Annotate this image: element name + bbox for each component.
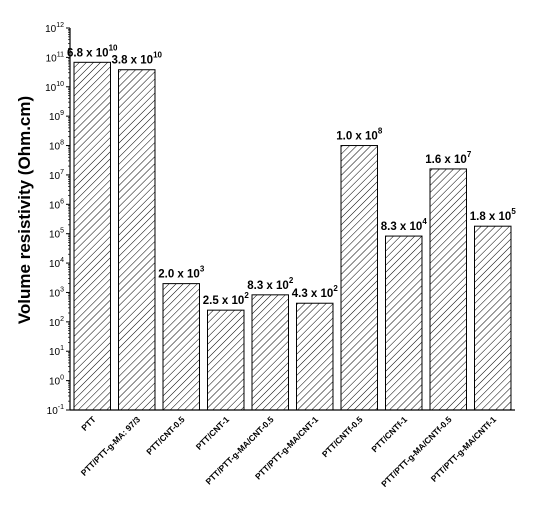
y-tick-label: 1011 <box>46 51 64 64</box>
bar-2 <box>162 283 200 411</box>
data-label: 1.8 x 105 <box>470 207 517 223</box>
data-label: 2.5 x 102 <box>203 291 250 307</box>
x-tick-label: PTT/CNT-0.5 <box>144 414 187 457</box>
bar-7 <box>385 235 423 411</box>
y-tick-label: 1010 <box>45 81 64 94</box>
data-label: 1.6 x 107 <box>425 150 472 166</box>
y-axis-label: Volume resistivity (Ohm.cm) <box>15 96 34 324</box>
y-tick-label: 109 <box>49 110 64 123</box>
y-tick-label: 107 <box>49 169 64 182</box>
y-tick-label: 102 <box>49 316 64 329</box>
data-label: 8.3 x 104 <box>381 217 428 233</box>
y-tick-label: 104 <box>49 257 64 270</box>
data-label: 4.3 x 102 <box>292 284 339 300</box>
bar-6 <box>340 145 378 411</box>
y-tick-label: 100 <box>49 375 64 388</box>
y-tick-label: 108 <box>49 140 64 153</box>
x-tick-label: PTT <box>79 414 98 433</box>
bar-5 <box>296 302 334 411</box>
bar-0 <box>73 61 111 411</box>
data-label: 2.0 x 103 <box>158 265 205 281</box>
y-tick-label: 105 <box>49 228 64 241</box>
bar-9 <box>474 225 512 411</box>
bar-4 <box>251 294 289 411</box>
y-tick-label: 106 <box>49 198 64 211</box>
bars <box>73 61 512 411</box>
bar-1 <box>118 69 156 411</box>
bar-3 <box>207 309 245 411</box>
x-tick-label: PTT/CNTf-1 <box>369 414 409 454</box>
y-ticks: 10-1 100 101 102 103 104 105 106 107 108 109 1010 10… <box>45 22 70 417</box>
y-tick-label: 1012 <box>45 22 64 35</box>
x-tick-label: PTT/CNTf-0.5 <box>320 414 365 459</box>
data-label: 3.8 x 1010 <box>112 51 163 67</box>
data-label: 1.0 x 108 <box>336 127 383 143</box>
data-label: 8.3 x 102 <box>247 276 294 292</box>
y-tick-label: 103 <box>49 286 64 299</box>
x-tick-label: PTT/CNT-1 <box>194 414 232 452</box>
bar-8 <box>429 168 467 411</box>
y-tick-label: 10-1 <box>47 404 64 417</box>
y-tick-label: 101 <box>49 345 64 358</box>
data-label: 6.8 x 1010 <box>67 43 118 59</box>
